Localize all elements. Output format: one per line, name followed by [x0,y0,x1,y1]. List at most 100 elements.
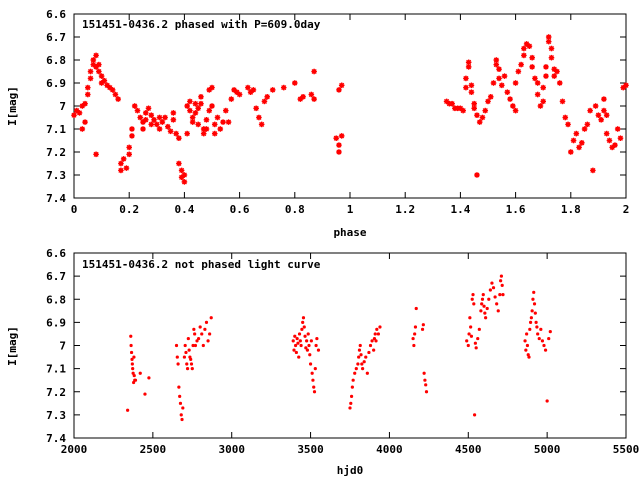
phased-plot-data-point [280,84,287,91]
phased-plot-data-point [501,73,508,79]
phased-plot-data-point [129,133,135,139]
unphased-plot-data-point [132,373,136,378]
unphased-plot-data-point [490,281,494,285]
unphased-plot-data-point [528,320,533,324]
phased-plot-x-tick-label: 0.4 [174,203,194,216]
unphased-plot-data-point [487,297,491,301]
phased-plot-y-tick-label: 7 [59,100,66,113]
unphased-plot-data-point [182,355,186,359]
phased-plot-data-point [465,59,472,66]
phased-plot-data-point [209,84,215,91]
unphased-plot-data-point [482,304,486,308]
unphased-plot-data-point [493,295,497,299]
unphased-plot-data-point [307,343,311,348]
phased-plot-data-point [551,73,558,79]
phased-plot-x-tick-label: 0.6 [230,203,250,216]
unphased-plot-data-point [496,309,500,313]
phased-plot-data-point [198,94,204,100]
phased-plot-data-point [493,57,500,63]
phased-plot-data-point [148,121,155,128]
unphased-plot-data-point [534,320,538,324]
phased-plot-x-tick-label: 2 [623,203,630,216]
unphased-plot-data-point [310,371,314,375]
unphased-plot-data-point [413,332,417,336]
phased-plot-data-point [159,119,166,125]
phased-plot-data-point [512,80,519,86]
phased-plot-data-point [518,61,524,68]
unphased-plot-data-point [351,378,355,382]
unphased-plot-data-point [378,325,382,329]
unphased-plot-data-point [306,332,310,336]
unphased-plot-data-point [479,309,483,313]
phased-plot-data-point [134,107,141,114]
unphased-plot-data-point [129,350,134,355]
unphased-plot-data-point [143,392,147,396]
phased-plot-data-point [548,54,555,61]
phased-plot-data-point [476,119,483,125]
phased-plot-x-tick-label: 1.2 [395,203,415,216]
unphased-plot-data-point [138,371,142,375]
unphased-plot-data-point [314,343,318,348]
phased-plot-y-tick-label: 7.3 [46,169,66,182]
phased-plot-data-point [236,91,243,98]
unphased-plot-data-point [362,360,366,364]
unphased-plot-data-point [364,355,368,359]
unphased-plot-data-point [524,348,528,352]
unphased-plot-data-point [189,357,193,361]
unphased-plot-data-point [359,353,363,357]
unphased-plot-data-point [424,383,428,387]
unphased-plot-data-point [472,413,477,417]
phased-plot-data-point [573,130,580,137]
unphased-plot-x-tick-label: 5000 [534,443,561,456]
unphased-plot-data-point [495,302,499,306]
phased-plot-data-point [336,142,342,148]
phased-plot-data-point [496,75,502,82]
phased-plot-data-point [195,121,201,128]
phased-plot-data-point [543,64,549,70]
unphased-plot-data-point [468,316,472,320]
phased-plot-data-point [565,121,571,128]
unphased-plot-data-point [357,348,362,352]
unphased-plot-data-point [175,355,179,359]
phased-plot-data-point [504,89,511,95]
unphased-plot-data-point [209,316,213,320]
phased-plot-data-point [474,172,480,178]
unphased-plot-data-point [349,394,354,398]
phased-plot-data-point [311,68,317,75]
unphased-plot-data-point [308,362,313,366]
unphased-plot-data-point [368,343,373,348]
unphased-plot-data-point [501,293,505,297]
phased-plot-data-point [543,73,549,79]
phased-plot-y-tick-label: 6.7 [46,31,66,44]
unphased-plot-data-point [372,336,377,341]
unphased-plot-y-tick-label: 6.7 [46,270,66,283]
phased-plot-data-point [200,130,207,137]
phased-plot-data-point [529,54,535,61]
phased-plot-data-point [90,57,97,63]
unphased-plot-data-point [133,378,138,382]
unphased-plot-data-point [178,401,183,405]
unphased-plot-data-point [291,339,295,343]
unphased-plot-data-point [376,332,380,336]
phased-plot-data-point [521,52,527,59]
unphased-plot-data-point [532,290,536,294]
unphased-plot-data-point [528,327,532,331]
unphased-plot-title: 151451-0436.2 not phased light curve [82,258,321,271]
unphased-plot-y-tick-label: 7 [59,340,66,353]
phased-plot-data-point [311,96,317,102]
unphased-plot-data-point [375,327,379,331]
phased-plot-data-point [507,96,513,102]
unphased-plot-data-point [206,339,210,343]
phased-plot-data-point [336,149,342,155]
phased-plot-data-point [203,126,210,132]
unphased-plot-data-point [533,311,537,315]
unphased-plot-data-point [293,334,297,338]
phased-plot-data-point [187,107,193,114]
unphased-plot-data-point [373,332,377,336]
phased-plot-data-point [479,114,486,121]
unphased-plot-data-point [523,339,527,343]
unphased-plot-data-point [177,385,181,389]
phased-plot-data-point [474,112,480,118]
phased-plot-data-point [82,100,88,107]
phased-plot-data-point [601,107,607,114]
